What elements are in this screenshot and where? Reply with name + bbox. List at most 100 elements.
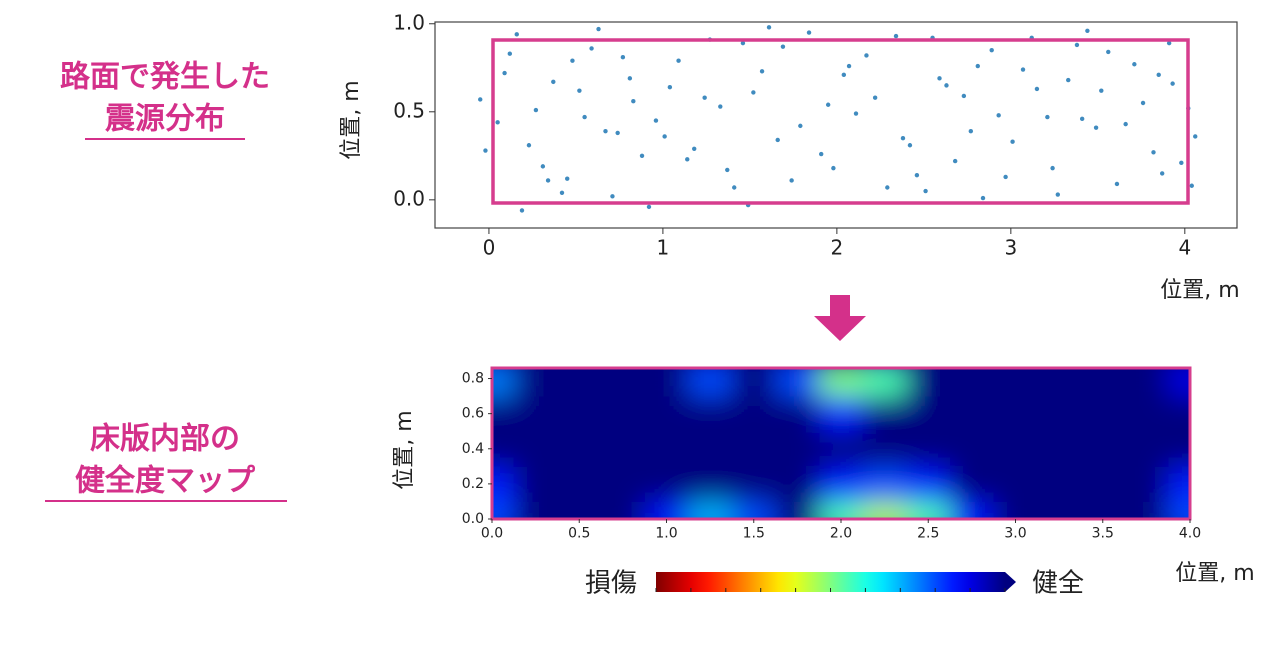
point — [565, 176, 570, 181]
point — [551, 79, 556, 85]
point — [603, 128, 608, 134]
point — [831, 165, 836, 171]
point — [596, 26, 601, 32]
map-cell — [862, 431, 907, 467]
point — [1093, 125, 1099, 130]
map-cell — [775, 368, 820, 397]
point — [1140, 100, 1146, 106]
map-cell — [1124, 396, 1169, 432]
y-tick-label: 0.4 — [462, 441, 484, 457]
point — [577, 88, 582, 93]
map-cell — [492, 431, 515, 467]
map-cell — [731, 368, 777, 397]
map-cell — [557, 396, 602, 432]
map-cell — [1037, 466, 1082, 502]
point — [1045, 114, 1050, 120]
map-cell — [993, 501, 1038, 519]
y-tick-label: 0.2 — [462, 476, 484, 492]
point — [1159, 171, 1165, 176]
map-cell — [775, 431, 820, 467]
map-cell — [993, 396, 1038, 432]
point — [1020, 67, 1026, 72]
map-cell — [644, 501, 689, 519]
map-cell — [601, 501, 646, 519]
lead-text: 震源分布 — [105, 102, 225, 137]
point — [952, 158, 958, 164]
point — [1151, 150, 1156, 155]
point — [819, 151, 824, 157]
map-cell — [1124, 501, 1169, 519]
x-tick-label: 0.5 — [568, 526, 590, 542]
point — [667, 84, 673, 90]
map-cell — [513, 466, 558, 502]
point — [1193, 134, 1198, 139]
map-cell — [601, 396, 646, 432]
x-tick-label: 3 — [1004, 236, 1017, 260]
x-axis-label: 位置, m — [1160, 278, 1239, 303]
point — [631, 99, 636, 104]
point — [507, 51, 513, 56]
point — [519, 208, 525, 213]
heatmap-chart: 損傷 健全 0.0 0.5 1.0 1.5 2.0 2.5 3.0 3.5 4.0 0.0 0.2 0.4… — [392, 366, 1255, 599]
map-cell — [513, 396, 558, 432]
map-cell — [950, 368, 995, 397]
point — [975, 63, 980, 69]
map-cell — [492, 396, 515, 432]
map-cell — [950, 396, 995, 432]
colorbar-label: 損傷 — [585, 569, 637, 599]
map-cell — [731, 431, 777, 467]
point — [806, 30, 812, 35]
point — [478, 97, 483, 102]
point — [1079, 116, 1085, 122]
scatter-chart: 0 1 2 3 4 0.0 0.5 1.0 位置, m 位置, m — [339, 10, 1240, 303]
point — [980, 195, 986, 201]
map-cell — [1124, 431, 1169, 467]
map-cell — [1037, 368, 1082, 397]
point — [914, 172, 920, 178]
map-cell — [688, 368, 733, 397]
map-cell — [688, 431, 733, 467]
map-cell — [862, 501, 907, 519]
x-tick-label: 1.5 — [743, 526, 765, 542]
point — [900, 136, 906, 141]
map-cell — [819, 501, 864, 519]
point — [937, 76, 942, 81]
x-tick-label: 2.0 — [830, 526, 852, 542]
x-tick-label: 2.5 — [917, 526, 939, 542]
point — [825, 102, 831, 107]
point — [545, 178, 551, 183]
plot-frame — [434, 21, 1238, 229]
point — [1170, 81, 1175, 86]
point — [662, 134, 667, 139]
point — [1034, 86, 1040, 92]
colorbar — [656, 572, 1005, 592]
point — [718, 104, 723, 109]
map-cell — [1080, 396, 1126, 432]
map-cell — [557, 466, 602, 502]
point — [780, 44, 786, 49]
map-cell — [950, 431, 995, 467]
map-cell — [1080, 368, 1126, 397]
x-tick-label: 0 — [483, 236, 496, 260]
point — [853, 111, 859, 116]
x-tick-label: 2 — [831, 236, 844, 260]
point — [1114, 181, 1120, 187]
map-cell — [950, 466, 995, 502]
map-cell — [775, 466, 820, 502]
map-cell — [819, 466, 864, 502]
point — [961, 93, 967, 99]
point — [846, 63, 852, 69]
map-cell — [601, 431, 646, 467]
point — [483, 148, 488, 153]
map-cell — [1168, 368, 1190, 397]
map-cell — [601, 466, 646, 502]
x-tick-label: 1 — [657, 236, 670, 260]
point — [751, 90, 756, 95]
map-cell — [644, 396, 689, 432]
map-cell — [688, 466, 733, 502]
point — [1074, 42, 1080, 48]
lead-text: 床版内部の — [90, 422, 240, 457]
point — [570, 58, 575, 63]
point — [907, 143, 913, 148]
